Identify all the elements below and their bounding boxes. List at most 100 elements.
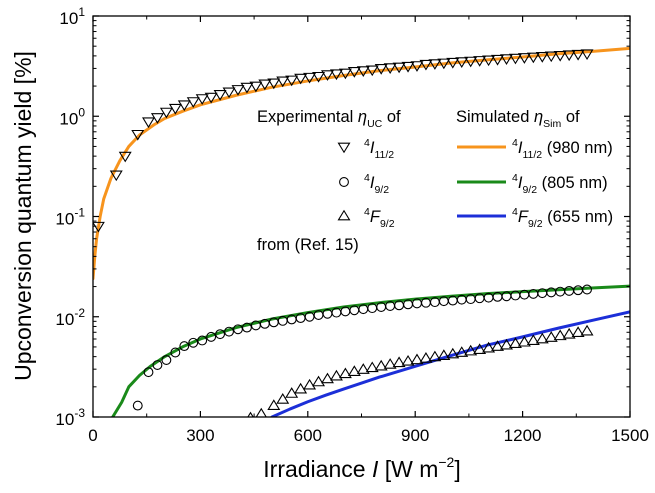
- data-point: [132, 400, 143, 411]
- legend-exp-label-2: 4F9/2: [364, 206, 395, 230]
- data-point: [419, 59, 433, 71]
- data-point: [410, 61, 424, 72]
- data-point: [455, 57, 469, 68]
- data-point: [392, 62, 406, 74]
- data-point: [582, 284, 592, 295]
- legend-exp-label-1: 4I9/2: [364, 172, 389, 196]
- data-point: [526, 52, 540, 64]
- chart-marks: [93, 46, 630, 417]
- exp-series-0: [93, 49, 594, 233]
- data-point: [383, 63, 397, 74]
- data-point: [179, 341, 190, 352]
- data-point: [321, 372, 334, 384]
- data-point: [285, 387, 299, 398]
- y-tick-label: 10-1: [55, 206, 85, 229]
- data-point: [131, 129, 145, 141]
- data-point: [321, 70, 334, 81]
- data-point: [258, 79, 272, 91]
- data-point: [562, 50, 576, 62]
- legend-sim-label-0: 4I11/2 (980 nm): [512, 137, 613, 161]
- data-point: [329, 69, 343, 81]
- data-point: [535, 52, 549, 63]
- data-point: [544, 51, 558, 63]
- x-axis-title-var: I: [372, 456, 379, 482]
- data-point: [143, 367, 154, 378]
- data-point: [526, 334, 540, 346]
- data-point: [294, 73, 308, 85]
- x-tick-label: 1200: [504, 426, 542, 445]
- data-point: [347, 365, 361, 376]
- legend-from-note: from (Ref. 15): [257, 236, 359, 254]
- data-point: [491, 54, 505, 66]
- data-point: [240, 82, 254, 94]
- x-tick-label: 600: [294, 426, 322, 445]
- data-point: [168, 103, 182, 115]
- data-point: [186, 97, 200, 108]
- data-point: [580, 49, 594, 61]
- data-point: [544, 331, 558, 342]
- x-axis-title-main: Irradiance: [263, 456, 372, 482]
- data-point: [255, 407, 267, 417]
- data-point: [188, 337, 199, 348]
- legend: Experimental ηUC of Simulated ηSim of fr…: [257, 108, 613, 254]
- data-point: [303, 378, 317, 390]
- data-point: [428, 59, 442, 70]
- data-point: [161, 355, 172, 365]
- data-point: [428, 350, 442, 362]
- data-point: [401, 61, 415, 73]
- y-axis-title: Upconversion quantum yield [%]: [10, 51, 36, 381]
- legend-marker-1: [339, 177, 349, 187]
- data-point: [340, 306, 351, 317]
- sim-line-1: [111, 284, 630, 417]
- data-point: [93, 221, 105, 233]
- data-point: [517, 335, 531, 347]
- data-point: [446, 57, 460, 69]
- x-tick-label: 1500: [611, 426, 649, 445]
- exp-series-2: [247, 324, 594, 417]
- x-axis-title-exp: −2: [438, 454, 454, 470]
- data-point: [482, 55, 496, 67]
- y-tick-label: 100: [59, 105, 85, 128]
- data-point: [571, 326, 585, 337]
- legend-marker-0: [337, 142, 351, 154]
- axis-ticks: 0 300 600 900 1200 1500 10-3 10-2 10-1 100 101: [55, 5, 649, 445]
- data-point: [224, 326, 234, 337]
- data-point: [553, 50, 567, 62]
- data-point: [276, 393, 290, 404]
- data-point: [455, 346, 469, 357]
- data-point: [249, 81, 263, 93]
- data-point: [517, 53, 531, 64]
- data-point: [197, 335, 208, 346]
- legend-experimental-title: Experimental ηUC of: [257, 108, 401, 130]
- data-point: [437, 349, 451, 360]
- data-point: [535, 332, 549, 344]
- legend-sim-label-2: 4F9/2 (655 nm): [512, 206, 613, 230]
- data-point: [204, 92, 218, 104]
- data-point: [419, 352, 433, 363]
- data-point: [446, 347, 460, 359]
- sim-line-0: [93, 46, 630, 281]
- y-tick-label: 10-3: [55, 406, 85, 429]
- data-point: [152, 360, 163, 370]
- data-point: [222, 87, 236, 99]
- data-point: [482, 341, 496, 353]
- data-point: [374, 359, 388, 371]
- x-axis-title-units: [W m: [378, 456, 438, 482]
- x-tick-label: 900: [401, 426, 429, 445]
- data-point: [303, 72, 317, 84]
- data-point: [294, 382, 308, 394]
- x-axis-title: Irradiance I [W m−2]: [263, 454, 460, 482]
- legend-simulated-title: Simulated ηSim of: [456, 108, 580, 130]
- data-point: [267, 399, 281, 410]
- data-point: [150, 113, 164, 124]
- data-point: [473, 56, 487, 67]
- data-point: [338, 68, 352, 80]
- data-point: [356, 363, 370, 374]
- data-point: [374, 64, 388, 75]
- legend-marker-2: [337, 209, 351, 221]
- data-point: [159, 107, 173, 119]
- data-point: [580, 324, 594, 336]
- data-point: [312, 71, 326, 83]
- data-point: [394, 300, 405, 311]
- data-point: [473, 343, 487, 355]
